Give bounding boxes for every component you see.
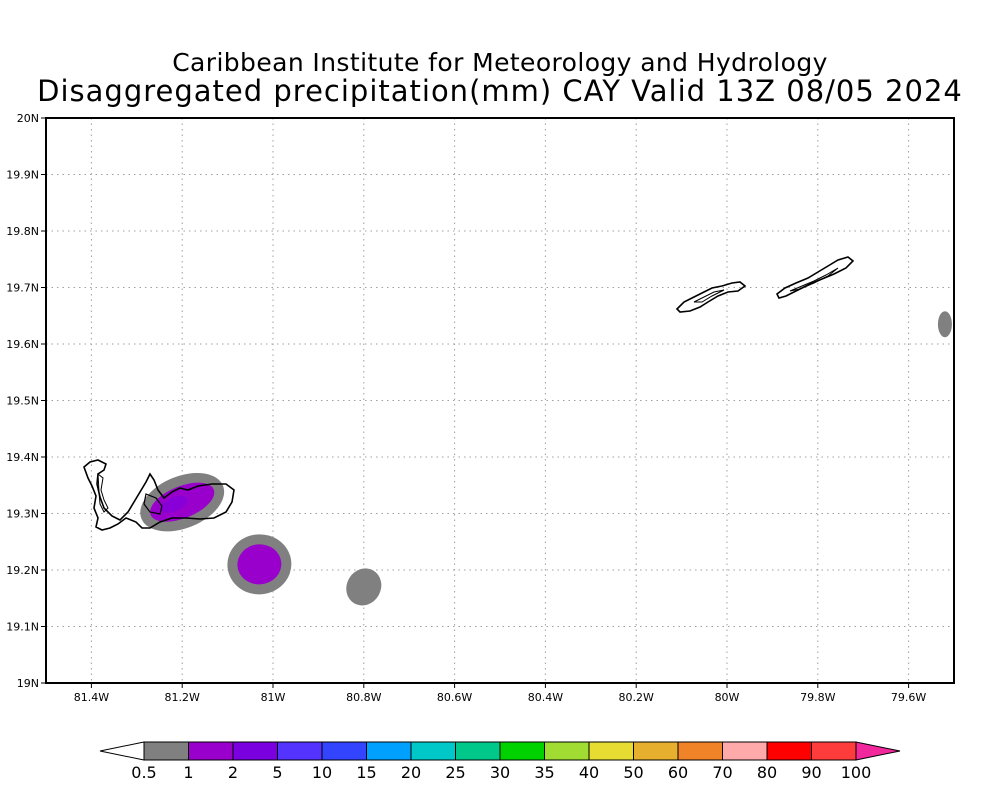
lat-tick-label: 19.8N [6,225,39,238]
colorbar-swatch [677,741,723,761]
lon-tick-label: 80.6W [437,691,472,704]
precipitation-layer [140,311,952,606]
lat-tick-label: 19.1N [6,621,39,634]
colorbar-high-extend [855,741,901,761]
north-sound-coastline [143,493,163,515]
lat-tick-label: 19.4N [6,451,39,464]
colorbar-label: 2 [228,763,238,782]
lon-tick-label: 80.4W [528,691,563,704]
colorbar-label: 60 [668,763,688,782]
precip-contour-0.5-1 [346,568,382,606]
lon-tick-label: 81W [261,691,286,704]
colorbar-label: 15 [356,763,376,782]
plot-area [46,118,954,683]
colorbar-swatch [321,741,367,761]
lon-tick-label: 79.6W [891,691,926,704]
colorbar-label: 25 [445,763,465,782]
colorbar-swatch [588,741,634,761]
chart-title-product: Disaggregated precipitation(mm) CAY Vali… [37,74,963,108]
colorbar-low-extend [99,741,145,761]
colorbar-swatch [455,741,501,761]
lon-tick-label: 80W [715,691,740,704]
colorbar-swatch [366,741,412,761]
lon-tick-label: 79.8W [800,691,835,704]
colorbar-swatch [811,741,857,761]
lat-tick-label: 19.3N [6,508,39,521]
colorbar-label: 5 [272,763,282,782]
south-cell [346,568,382,606]
lon-tick-label: 81.4W [74,691,109,704]
latitude-axis: 20N 19.9N 19.8N 19.7N 19.6N 19.5N 19.4N 19.3N 19… [6,112,46,690]
colorbar-swatch [499,741,545,761]
lat-tick-label: 20N [17,112,39,125]
colorbar-swatch [766,741,812,761]
colorbar-swatch [232,741,278,761]
colorbar-swatch [143,741,189,761]
colorbar-label: 50 [623,763,643,782]
west-peninsula-coastline [97,472,109,513]
longitude-axis: 81.4W 81.2W 81W 80.8W 80.6W 80.4W 80.2W 80W 79.8… [74,683,926,704]
colorbar-swatch [188,741,234,761]
colorbar-label: 20 [401,763,421,782]
colorbar-swatch [544,741,590,761]
colorbar-label: 0.5 [131,763,156,782]
little-cayman-inner [693,289,725,303]
precip-core-2-5 [160,495,188,513]
colorbar-swatch [722,741,768,761]
colorbar-label: 35 [534,763,554,782]
colorbar-label: 90 [801,763,821,782]
colorbar-label: 100 [841,763,872,782]
lat-tick-label: 19.5N [6,395,39,408]
colorbar-legend: 0.5 1 2 5 10 15 20 25 30 35 40 50 60 70 80 90 100 [99,741,901,782]
colorbar-swatch [633,741,679,761]
lat-tick-label: 19.7N [6,282,39,295]
colorbar-label: 40 [579,763,599,782]
graticule-grid [46,118,954,683]
colorbar-label: 10 [312,763,332,782]
colorbar-label: 30 [490,763,510,782]
southeast-cell [227,534,292,595]
lat-tick-label: 19N [17,677,39,690]
precip-contour-1-2 [237,544,282,585]
colorbar-swatch [410,741,456,761]
lat-tick-label: 19.9N [6,169,39,182]
grand-cayman-coastline [83,459,235,531]
lon-tick-label: 80.2W [619,691,654,704]
little-cayman-coastline [675,281,747,313]
colorbar-label: 80 [757,763,777,782]
lon-tick-label: 80.8W [346,691,381,704]
cayman-brac-inner [789,267,839,292]
coastline-layer [83,256,855,531]
lat-tick-label: 19.2N [6,564,39,577]
colorbar-swatch [277,741,323,761]
colorbar-label: 1 [183,763,193,782]
lon-tick-label: 81.2W [165,691,200,704]
east-edge-cell [937,311,952,338]
lat-tick-label: 19.6N [6,338,39,351]
colorbar-label: 70 [712,763,732,782]
cayman-brac-coastline [775,256,855,299]
chart-title-institute: Caribbean Institute for Meteorology and … [172,48,828,77]
precip-contour-0.5-1 [937,311,952,338]
